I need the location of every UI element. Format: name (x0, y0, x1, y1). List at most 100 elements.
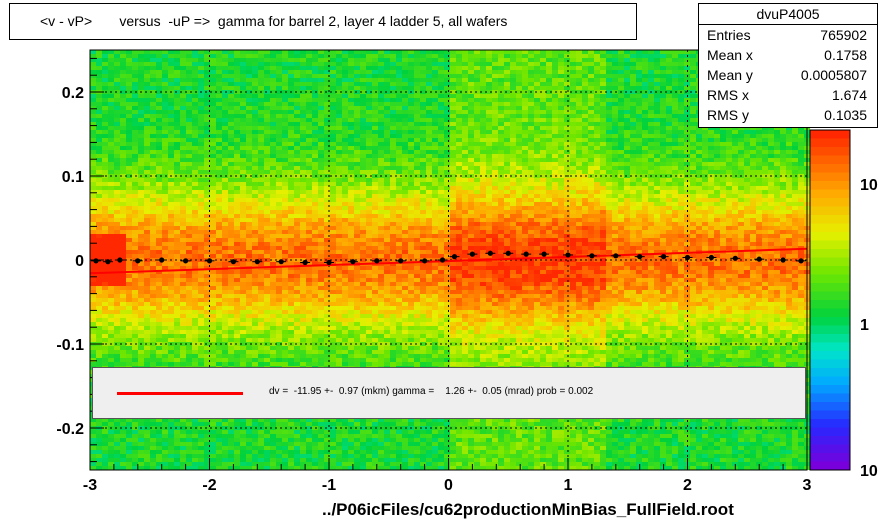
fit-legend-text: dv = -11.95 +- 0.97 (mkm) gamma = 1.26 +… (269, 386, 594, 397)
profile-point (798, 258, 804, 264)
profile-point (487, 250, 493, 256)
profile-point (93, 258, 99, 264)
stats-row: RMS y 0.1035 (699, 105, 877, 125)
y-tick-label: -0.1 (56, 337, 84, 354)
colorbar-cell (810, 427, 850, 437)
colorbar-cell (810, 351, 850, 360)
x-tick-label: -2 (202, 477, 216, 494)
colorbar-cell (810, 206, 850, 216)
colorbar-cell (810, 410, 850, 420)
colorbar-cell (810, 461, 850, 471)
x-tick-label: 0 (444, 477, 453, 494)
colorbar-cell (810, 317, 850, 326)
stats-row: Mean x 0.1758 (699, 45, 877, 65)
profile-point (505, 250, 511, 256)
y-tick-label: -0.2 (56, 421, 84, 438)
stats-row: Entries 765902 (699, 25, 877, 45)
colorbar-cell (810, 249, 850, 258)
colorbar-label: 10 (860, 177, 878, 194)
stats-label: RMS y (707, 107, 749, 123)
profile-point (374, 258, 380, 264)
colorbar-cell (810, 402, 850, 411)
profile-point (135, 258, 141, 264)
colorbar-cell (810, 130, 850, 139)
profile-point (661, 254, 667, 260)
y-tick-label: 0.2 (62, 85, 84, 102)
colorbar-cell (810, 172, 850, 182)
profile-point (541, 251, 547, 257)
colorbar-cell (810, 155, 850, 165)
profile-point (278, 259, 284, 265)
profile-point (206, 258, 213, 264)
fit-line-group (89, 247, 808, 275)
stats-value: 0.1758 (824, 47, 867, 63)
colorbar-cell (810, 453, 850, 462)
colorbar-cell (810, 385, 850, 394)
profile-point (684, 254, 691, 261)
colorbar-cell (810, 419, 850, 428)
colorbar-cell (810, 300, 850, 309)
profile-point (780, 257, 786, 263)
colorbar: 10 1 10 (809, 129, 878, 480)
profile-point (117, 257, 123, 263)
colorbar-cell (810, 325, 850, 335)
stats-label: Mean x (707, 47, 753, 63)
x-tick-label: 3 (803, 477, 812, 494)
colorbar-cell (810, 308, 850, 318)
stats-label: Entries (707, 27, 751, 43)
stats-value: 1.674 (831, 87, 867, 103)
profile-point (451, 254, 458, 260)
profile-point (230, 259, 236, 265)
footer-filename: ../P06icFiles/cu62productionMinBias_Full… (322, 500, 734, 519)
profile-point (732, 255, 738, 261)
colorbar-cell (810, 283, 850, 292)
profile-point (589, 253, 595, 259)
stats-label: RMS x (707, 87, 749, 103)
colorbar-cell (810, 291, 850, 301)
y-tick-label: 0 (75, 253, 84, 270)
colorbar-cell (810, 215, 850, 224)
colorbar-cell (810, 240, 850, 250)
profile-point (637, 254, 643, 260)
colorbar-cell (810, 189, 850, 199)
colorbar-cell (810, 436, 850, 445)
profile-point (565, 252, 571, 258)
colorbar-cell (810, 198, 850, 207)
fit-legend: dv = -11.95 +- 0.97 (mkm) gamma = 1.26 +… (92, 367, 806, 419)
x-tick-label: -3 (83, 477, 97, 494)
fit-legend-line (117, 392, 243, 395)
colorbar-cell (810, 164, 850, 173)
x-tick-label: 2 (683, 477, 692, 494)
profile-point (422, 258, 428, 264)
profile-point (523, 251, 529, 257)
profile-point (159, 257, 165, 263)
profile-point (254, 259, 260, 265)
colorbar-cell (810, 138, 850, 148)
stats-row: RMS x 1.674 (699, 85, 877, 105)
colorbar-cell (810, 266, 850, 275)
profile-point (708, 254, 715, 261)
colorbar-cell (810, 232, 850, 241)
x-tick-label: -1 (322, 477, 336, 494)
colorbar-cell (810, 393, 850, 403)
colorbar-cell (810, 444, 850, 454)
stats-value: 0.1035 (824, 107, 867, 123)
profile-point (105, 259, 111, 265)
profile-point (350, 259, 356, 265)
axes: -3 -2 -1 0 1 2 3 -0.2 -0.1 0 0.1 0.2 (56, 57, 812, 494)
stats-value: 765902 (820, 27, 867, 43)
stats-name: dvuP4005 (699, 4, 877, 25)
stats-value: 0.0005807 (800, 67, 867, 83)
profile-point (469, 251, 475, 257)
colorbar-cell (810, 359, 850, 369)
colorbar-frame (809, 129, 851, 471)
colorbar-label: 1 (860, 317, 869, 334)
x-tick-label: 1 (564, 477, 573, 494)
colorbar-cell (810, 223, 850, 233)
colorbar-cell (810, 368, 850, 377)
colorbar-cell (810, 181, 850, 190)
profile-point (302, 259, 308, 266)
colorbar-cell (810, 257, 850, 267)
profile-point (613, 253, 619, 259)
colorbar-cell (810, 334, 850, 343)
